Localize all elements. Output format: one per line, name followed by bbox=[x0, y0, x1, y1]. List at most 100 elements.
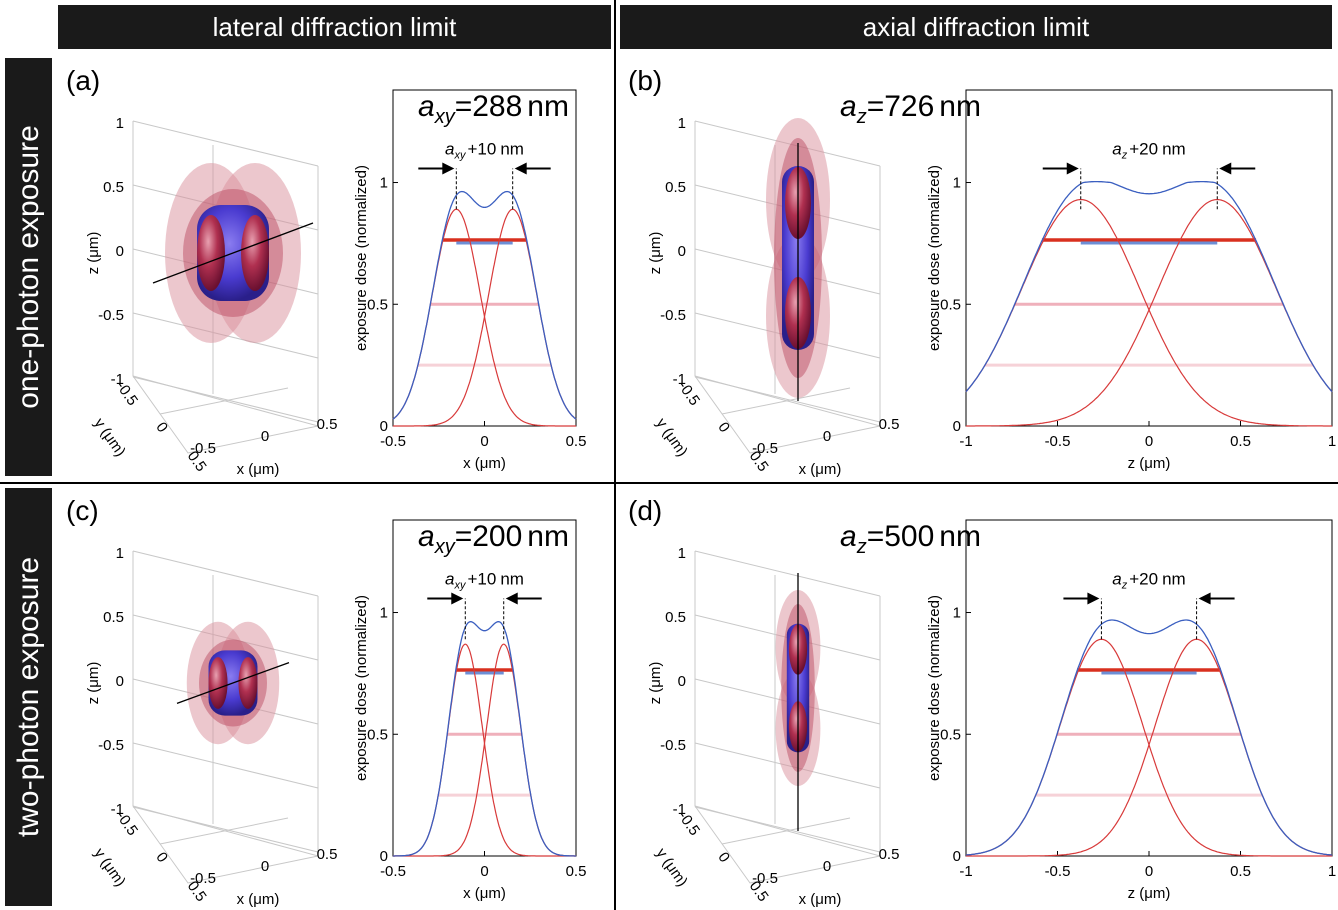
shift-label: axy +10 nm bbox=[445, 140, 524, 162]
param-label-d: az=500 nm bbox=[840, 520, 981, 558]
x-tick-label: 0.5 bbox=[1230, 863, 1251, 880]
3d-x-tick-label: 0.5 bbox=[879, 416, 900, 433]
3d-y-tick-label: 0 bbox=[152, 419, 171, 436]
3d-z-tick-label: 0.5 bbox=[103, 609, 124, 626]
3d-floor bbox=[694, 805, 881, 884]
x-axis-label: x (μm) bbox=[463, 455, 506, 472]
3d-grid-line bbox=[694, 376, 881, 423]
x-tick-label: 0 bbox=[1145, 433, 1153, 450]
param-label-c: axy=200 nm bbox=[418, 520, 569, 558]
y-tick-label: 1 bbox=[953, 175, 961, 192]
3d-x-axis-label: x (μm) bbox=[237, 891, 280, 908]
y-axis-label: exposure dose (normalized) bbox=[926, 165, 943, 351]
y-tick-label: 0.5 bbox=[940, 726, 961, 743]
3d-y-axis-label: y (μm) bbox=[652, 415, 690, 460]
y-tick-label: 1 bbox=[380, 175, 388, 192]
isosurface-lobe bbox=[241, 215, 269, 291]
3d-z-tick-label: 0.5 bbox=[665, 609, 686, 626]
x-tick-label: 0.5 bbox=[566, 433, 587, 450]
3d-z-tick-label: -0.5 bbox=[98, 307, 124, 324]
x-tick-label: -0.5 bbox=[380, 433, 406, 450]
3d-floor bbox=[132, 375, 319, 454]
single-spot-curve bbox=[393, 643, 576, 857]
3d-x-tick-label: -0.5 bbox=[752, 440, 778, 457]
3d-z-tick-label: -0.5 bbox=[98, 737, 124, 754]
x-axis-label: x (μm) bbox=[463, 885, 506, 902]
shift-label: axy +10 nm bbox=[445, 570, 524, 592]
3d-grid-line bbox=[132, 376, 319, 423]
3d-x-tick-label: 0 bbox=[823, 858, 831, 875]
3d-top-edge bbox=[132, 550, 319, 597]
3d-y-axis-label: y (μm) bbox=[90, 845, 128, 890]
3d-z-tick-label: 0.5 bbox=[103, 179, 124, 196]
param-label-a: axy=288 nm bbox=[418, 90, 569, 128]
3d-z-tick-label: 0 bbox=[678, 243, 686, 260]
3d-z-axis-label: z (μm) bbox=[647, 662, 664, 705]
panel-label-c: (c) bbox=[66, 495, 99, 526]
y-tick-label: 0.5 bbox=[940, 296, 961, 313]
3d-z-tick-label: 0 bbox=[116, 673, 124, 690]
arrowhead-left bbox=[442, 162, 455, 175]
row-label-two-photon: two-photon exposure bbox=[5, 488, 52, 906]
3d-x-tick-label: 0.5 bbox=[317, 846, 338, 863]
3d-x-tick-label: -0.5 bbox=[190, 440, 216, 457]
3d-x-tick-label: 0.5 bbox=[879, 846, 900, 863]
isosurface-lobe bbox=[208, 657, 228, 709]
3d-z-tick-label: 0 bbox=[678, 673, 686, 690]
sum-curve bbox=[392, 190, 577, 420]
3d-y-axis-label: y (μm) bbox=[90, 415, 128, 460]
3d-x-axis-label: x (μm) bbox=[237, 461, 280, 478]
y-axis-label: exposure dose (normalized) bbox=[926, 595, 943, 781]
x-tick-label: -0.5 bbox=[1045, 863, 1071, 880]
3d-z-tick-label: 1 bbox=[116, 115, 124, 132]
single-spot-curve bbox=[393, 643, 576, 857]
arrowhead-right bbox=[514, 162, 527, 175]
beam-axis-line bbox=[176, 661, 290, 705]
x-tick-label: 1 bbox=[1328, 433, 1336, 450]
y-tick-label: 0 bbox=[953, 848, 961, 865]
3d-x-tick-label: -0.5 bbox=[752, 870, 778, 887]
3d-x-tick-label: 0.5 bbox=[317, 416, 338, 433]
y-tick-label: 0.5 bbox=[367, 296, 388, 313]
3d-grid-line bbox=[132, 806, 319, 853]
isosurface-lobe bbox=[197, 215, 225, 291]
3d-x-tick-label: 0 bbox=[261, 858, 269, 875]
3d-z-tick-label: 1 bbox=[678, 115, 686, 132]
x-tick-label: 0.5 bbox=[1230, 433, 1251, 450]
3d-grid-line bbox=[694, 806, 881, 853]
arrowhead-left bbox=[1066, 162, 1079, 175]
single-spot-curve bbox=[965, 199, 1332, 427]
3d-z-tick-label: 1 bbox=[116, 545, 124, 562]
y-tick-label: 1 bbox=[953, 605, 961, 622]
3d-z-tick-label: 1 bbox=[678, 545, 686, 562]
3d-z-tick-label: 0.5 bbox=[665, 179, 686, 196]
row-label-one-photon: one-photon exposure bbox=[5, 58, 52, 476]
beam-axis-line bbox=[152, 222, 314, 284]
3d-grid-line bbox=[132, 742, 319, 789]
3d-z-axis-label: z (μm) bbox=[85, 232, 102, 275]
sum-curve bbox=[965, 180, 1333, 393]
y-tick-label: 0 bbox=[953, 418, 961, 435]
3d-floor bbox=[132, 805, 319, 884]
sum-curve bbox=[965, 619, 1333, 856]
param-label-b: az=726 nm bbox=[840, 90, 981, 128]
3d-floor bbox=[694, 375, 881, 454]
isosurface-lobe bbox=[238, 657, 258, 709]
3d-z-tick-label: -1 bbox=[673, 371, 686, 388]
x-tick-label: 0 bbox=[1145, 863, 1153, 880]
3d-grid-line bbox=[159, 817, 289, 845]
x-tick-label: 1 bbox=[1328, 863, 1336, 880]
header-lateral: lateral diffraction limit bbox=[58, 5, 611, 49]
shift-label: az +20 nm bbox=[1112, 140, 1185, 162]
row-divider bbox=[0, 482, 1338, 484]
arrowhead-left bbox=[1087, 592, 1100, 605]
arrowhead-right bbox=[1219, 162, 1232, 175]
3d-grid-line bbox=[159, 387, 289, 415]
y-tick-label: 1 bbox=[380, 605, 388, 622]
3d-z-axis-label: z (μm) bbox=[647, 232, 664, 275]
3d-y-tick-label: 0 bbox=[714, 419, 733, 436]
sum-curve bbox=[393, 621, 576, 857]
3d-x-tick-label: -0.5 bbox=[190, 870, 216, 887]
y-tick-label: 0.5 bbox=[367, 726, 388, 743]
